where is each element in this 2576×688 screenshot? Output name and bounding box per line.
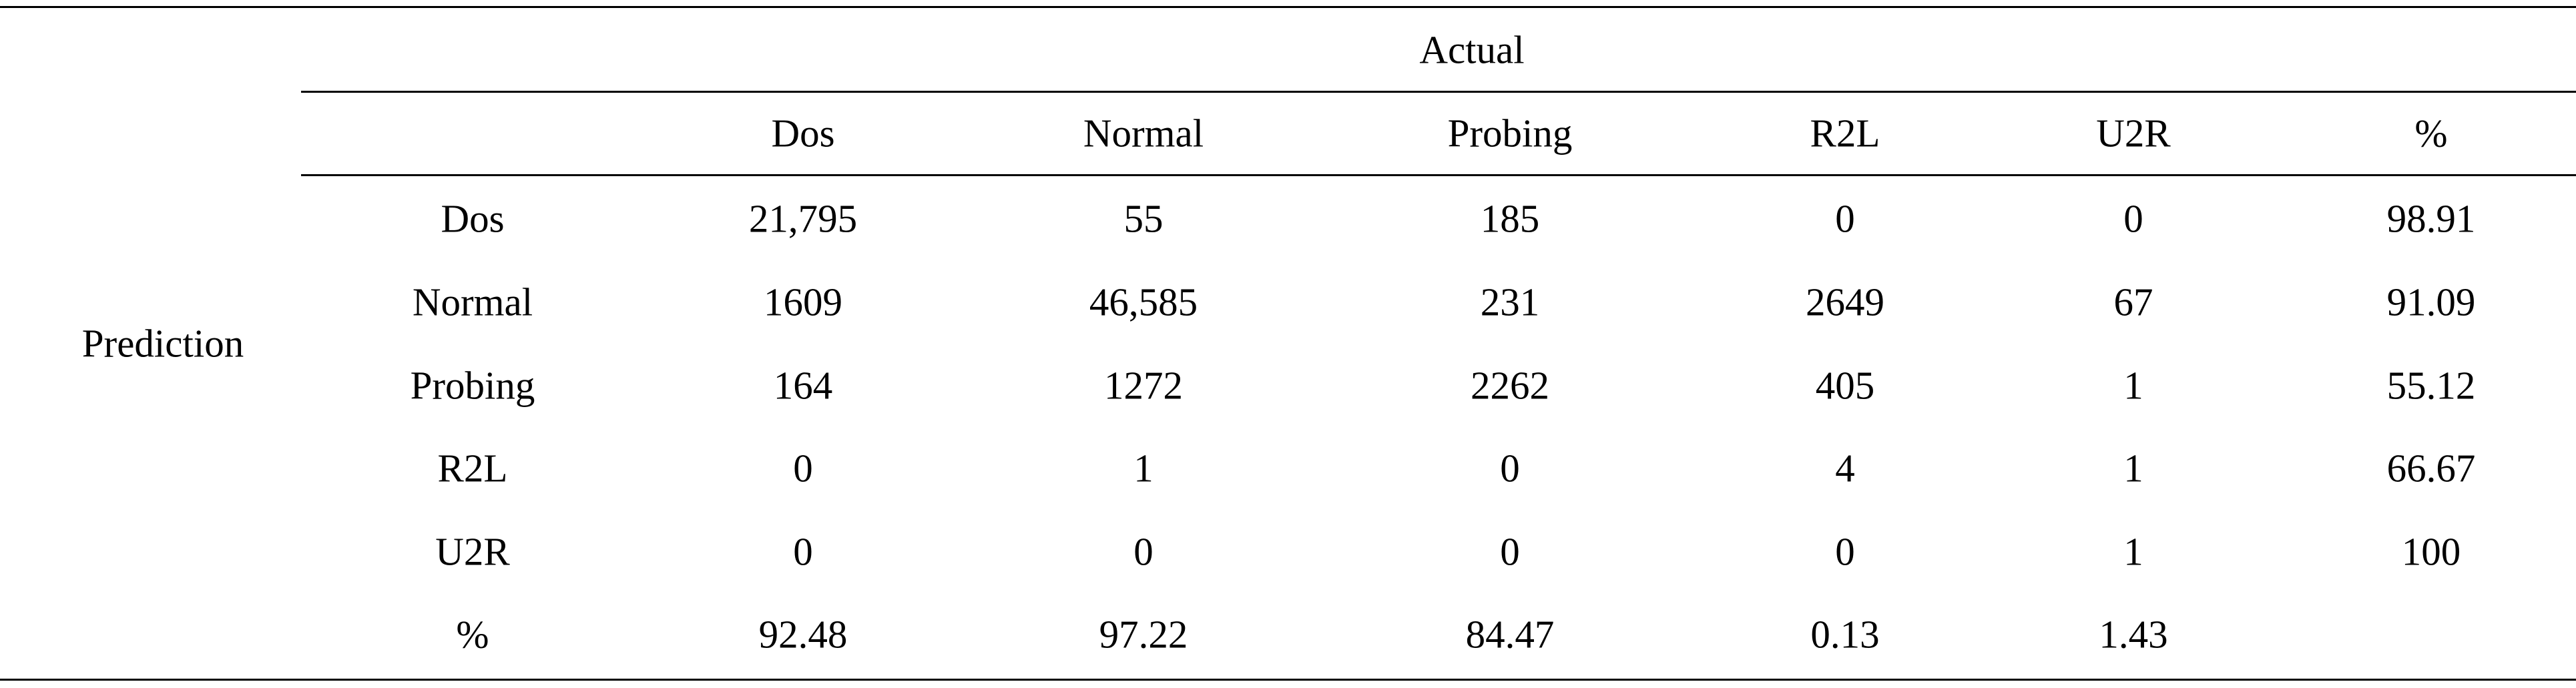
column-header: Probing bbox=[1447, 111, 1573, 155]
column-header-rule bbox=[301, 174, 2576, 176]
table-cell: 185 bbox=[1480, 196, 1540, 241]
table-cell: 0 bbox=[1835, 196, 1855, 241]
table-cell: 55 bbox=[1123, 196, 1164, 241]
table-cell: 92.48 bbox=[758, 612, 848, 657]
table-cell: 0 bbox=[1835, 529, 1855, 574]
column-header: U2R bbox=[2096, 111, 2171, 155]
table-cell: 0 bbox=[793, 529, 813, 574]
table-cell: 1 bbox=[1133, 446, 1153, 490]
table-cell: 66.67 bbox=[2386, 446, 2476, 490]
table-cell: 4 bbox=[1835, 446, 1855, 490]
table-cell: 1609 bbox=[764, 280, 842, 324]
group-header-rule bbox=[301, 91, 2576, 93]
table-cell: 0 bbox=[1500, 529, 1520, 574]
table-cell: 1.43 bbox=[2099, 612, 2168, 657]
table-cell: 55.12 bbox=[2386, 363, 2476, 408]
table-cell: 0 bbox=[1133, 529, 1153, 574]
table-cell: 84.47 bbox=[1465, 612, 1555, 657]
table-cell: 98.91 bbox=[2386, 196, 2476, 241]
row-label: Probing bbox=[410, 363, 535, 408]
table-cell: 91.09 bbox=[2386, 280, 2476, 324]
table-cell: 405 bbox=[1815, 363, 1875, 408]
column-header: Normal bbox=[1083, 111, 1204, 155]
table-cell: 2262 bbox=[1471, 363, 1549, 408]
table-cell: 67 bbox=[2113, 280, 2153, 324]
table-cell: 1272 bbox=[1104, 363, 1183, 408]
table-cell: 2649 bbox=[1806, 280, 1884, 324]
row-label: Normal bbox=[412, 280, 533, 324]
column-header: Dos bbox=[771, 111, 835, 155]
column-header: % bbox=[2414, 111, 2448, 155]
top-rule bbox=[0, 6, 2576, 8]
column-header: R2L bbox=[1810, 111, 1880, 155]
table-cell: 231 bbox=[1480, 280, 1540, 324]
table-cell: 1 bbox=[2123, 529, 2143, 574]
table-cell: 97.22 bbox=[1099, 612, 1188, 657]
row-label: R2L bbox=[437, 446, 508, 490]
table-cell: 100 bbox=[2401, 529, 2461, 574]
table-cell: 21,795 bbox=[748, 196, 858, 241]
actual-group-label: Actual bbox=[1419, 27, 1525, 72]
bottom-rule bbox=[0, 679, 2576, 681]
table-cell: 164 bbox=[773, 363, 833, 408]
row-label: % bbox=[456, 612, 489, 657]
row-label: U2R bbox=[435, 529, 510, 574]
table-cell: 1 bbox=[2123, 446, 2143, 490]
row-label: Dos bbox=[441, 196, 505, 241]
table-cell: 0 bbox=[793, 446, 813, 490]
table-cell: 0 bbox=[2123, 196, 2143, 241]
table-cell: 46,585 bbox=[1089, 280, 1198, 324]
table-cell: 0 bbox=[1500, 446, 1520, 490]
table-cell: 0.13 bbox=[1810, 612, 1880, 657]
table-cell: 1 bbox=[2123, 363, 2143, 408]
prediction-label: Prediction bbox=[81, 321, 244, 366]
